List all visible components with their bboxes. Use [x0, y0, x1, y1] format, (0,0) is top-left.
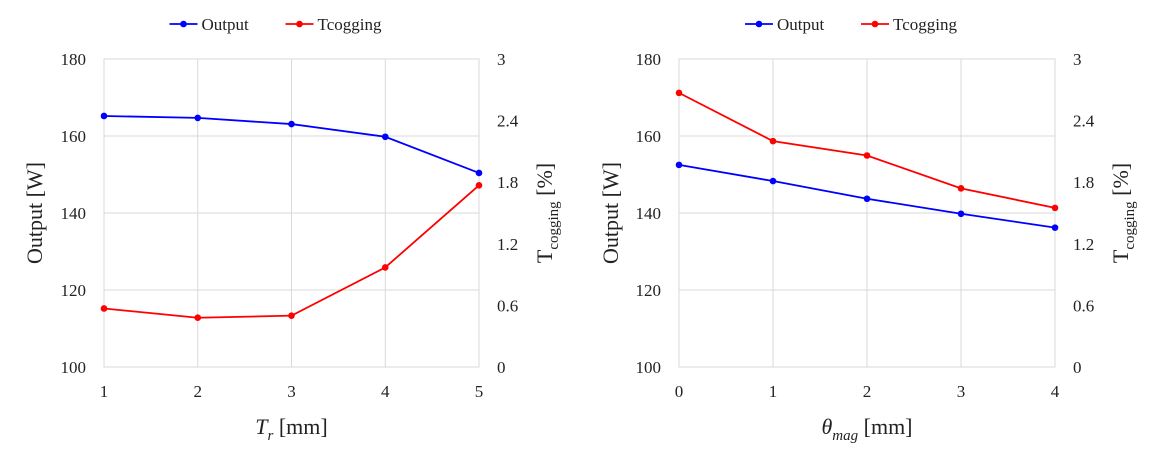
- data-point-output: [863, 195, 871, 203]
- data-point-tcogging: [1051, 204, 1059, 212]
- legend-label-tcogging: Tcogging: [318, 15, 382, 34]
- legend-marker-tcogging: [871, 20, 879, 28]
- x-tick-label: 1: [100, 382, 109, 401]
- data-point-tcogging: [675, 89, 683, 97]
- legend: Output Tcogging: [169, 15, 382, 34]
- data-point-output: [381, 133, 389, 141]
- y-axis-title: Output [W]: [598, 162, 623, 264]
- legend-marker-tcogging: [296, 20, 303, 28]
- legend: Output Tcogging: [745, 15, 957, 34]
- y2-tick-label: 2.4: [1073, 112, 1095, 131]
- y-tick-label: 160: [636, 127, 662, 146]
- legend-marker-output: [755, 20, 763, 28]
- y2-tick-label: 1.2: [1073, 235, 1094, 254]
- plot-frame: [678, 58, 1056, 368]
- y2-tick-label: 2.4: [497, 112, 519, 131]
- data-point-tcogging: [288, 312, 295, 319]
- y-tick-label: 100: [61, 358, 87, 377]
- y2-tick-label: 3: [497, 50, 506, 69]
- y2-tick-label: 1.8: [497, 173, 518, 192]
- x-tick-label: 3: [957, 382, 966, 401]
- legend-label-tcogging: Tcogging: [893, 15, 957, 34]
- x-axis-title: θmag [mm]: [821, 414, 912, 444]
- y2-tick-label: 0.6: [1073, 296, 1094, 315]
- data-point-tcogging: [381, 264, 389, 271]
- x-tick-label: 2: [194, 382, 203, 401]
- data-point-output: [100, 112, 108, 120]
- y-tick-label: 140: [636, 204, 662, 223]
- data-point-tcogging: [100, 305, 108, 312]
- data-point-output: [957, 210, 965, 218]
- plot-frame: [103, 58, 480, 368]
- x-tick-label: 2: [863, 382, 872, 401]
- y-axis-title: Output [W]: [22, 162, 47, 264]
- y-tick-label: 140: [61, 204, 87, 223]
- y2-tick-label: 0: [497, 358, 506, 377]
- x-tick-label: 4: [381, 382, 390, 401]
- data-point-tcogging: [957, 185, 965, 192]
- y2-axis-title: Tcogging [%]: [1108, 163, 1138, 263]
- y2-tick-label: 1.8: [1073, 173, 1094, 192]
- chart-1: 100 120 140 160 180 0 0.6 1.2 1.8 2.4 3 1 2 3 4 5 Output…: [22, 15, 562, 444]
- data-point-output: [475, 169, 483, 177]
- legend-marker-output: [180, 20, 187, 28]
- data-point-output: [194, 114, 202, 122]
- data-point-output: [675, 161, 683, 169]
- y-tick-label: 180: [636, 50, 662, 69]
- y2-tick-label: 0: [1073, 358, 1082, 377]
- data-point-tcogging: [863, 152, 871, 159]
- x-tick-label: 4: [1051, 382, 1060, 401]
- y2-tick-label: 0.6: [497, 296, 518, 315]
- y-tick-label: 120: [636, 281, 662, 300]
- data-point-output: [288, 120, 295, 128]
- data-point-tcogging: [194, 314, 202, 322]
- x-tick-label: 5: [475, 382, 484, 401]
- y-tick-label: 120: [61, 281, 87, 300]
- legend-label-output: Output: [777, 15, 825, 34]
- data-point-tcogging: [769, 137, 777, 145]
- legend-label-output: Output: [202, 15, 250, 34]
- chart-2: 100 120 140 160 180 0 0.6 1.2 1.8 2.4 3 0 1 2 3 4 Output…: [598, 15, 1138, 444]
- y-tick-label: 160: [61, 127, 87, 146]
- y-tick-label: 100: [636, 358, 662, 377]
- x-tick-label: 0: [675, 382, 684, 401]
- y2-tick-label: 1.2: [497, 235, 518, 254]
- x-axis-title: Tr [mm]: [255, 414, 327, 444]
- x-tick-label: 3: [287, 382, 296, 401]
- data-point-output: [1051, 224, 1059, 231]
- y2-axis-title: Tcogging [%]: [532, 163, 562, 263]
- y-tick-label: 180: [61, 50, 87, 69]
- x-tick-label: 1: [769, 382, 778, 401]
- data-point-tcogging: [475, 181, 483, 189]
- data-point-output: [769, 177, 777, 185]
- y2-tick-label: 3: [1073, 50, 1082, 69]
